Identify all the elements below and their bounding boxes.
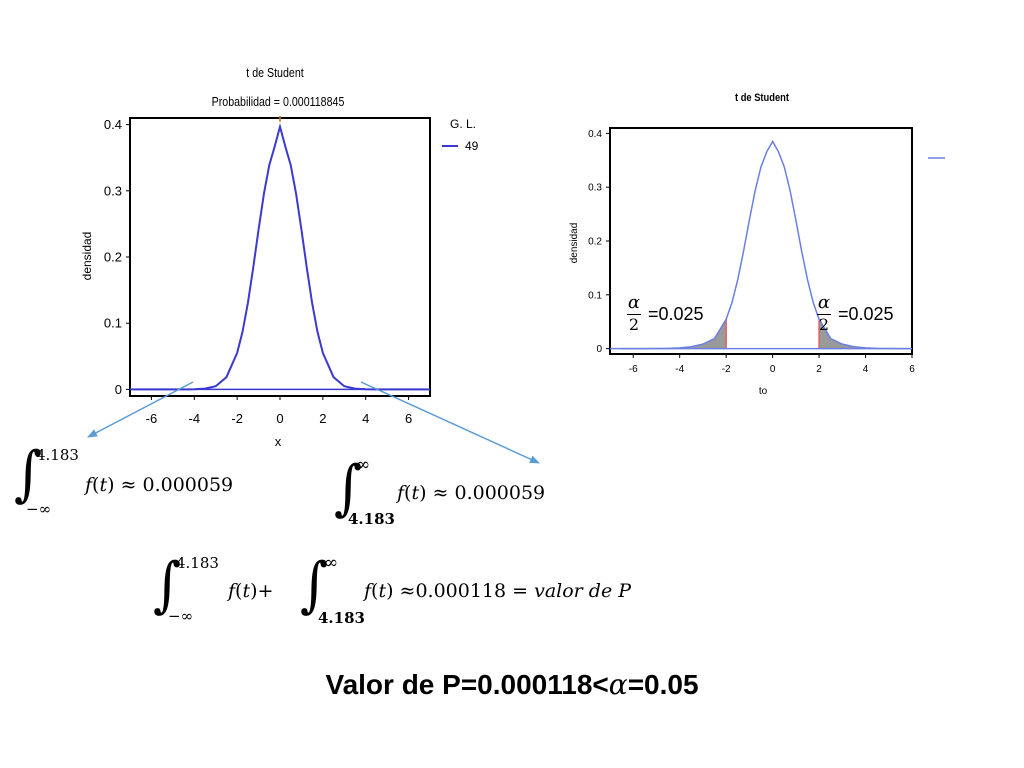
x-tick-label: -2 (231, 411, 243, 426)
y-tick-label: 0.3 (588, 183, 602, 194)
arrow-left-tail (87, 381, 194, 438)
lower-tail-area (621, 319, 727, 349)
conclusion-suffix: =0.05 (627, 669, 699, 700)
integral-lower-limit: 4.183 (348, 510, 395, 528)
integral-lower-limit: −∞ (26, 500, 52, 518)
left-legend-entry: 49 (465, 139, 479, 153)
integral-sign: ∫ (334, 453, 363, 523)
integral-upper-limit: ∞ (356, 455, 371, 475)
equation-left-tail: 𝑓(𝑡) ≈ 0.000059 (85, 474, 234, 496)
left-chart-title: t de Student (246, 65, 304, 80)
conclusion-text: Valor de P=0.000118<𝛼=0.05 (0, 668, 1024, 701)
alpha-half-value-right: =0.025 (838, 304, 894, 324)
y-tick-label: 0 (596, 344, 602, 355)
upper-tail-area (819, 319, 912, 349)
fraction-bar (817, 314, 831, 315)
left-chart-subtitle: Probabilidad = 0.000118845 (212, 94, 345, 109)
integral-upper-limit: 4.183 (36, 446, 79, 464)
integral-lower-limit: 4.183 (318, 609, 365, 627)
right-x-axis-label: to (759, 386, 768, 397)
density-curve (621, 139, 913, 350)
left-legend-title: G. L. (450, 117, 476, 131)
integral-sign: ∫ (14, 439, 43, 509)
integral-upper-limit: ∞ (324, 553, 339, 573)
equation-sum-part1: 𝑓(𝑡)+ (228, 580, 274, 602)
equation-sum-part2: 𝑓(𝑡) ≈0.000118 = 𝑣𝑎𝑙𝑜𝑟 𝑑𝑒 𝑃 (364, 580, 632, 602)
x-tick-label: 4 (863, 364, 869, 375)
x-tick-label: -2 (722, 364, 731, 375)
density-curve (130, 122, 430, 391)
x-tick-label: 4 (362, 411, 369, 426)
y-tick-label: 0.4 (104, 117, 122, 132)
x-tick-label: 6 (405, 411, 412, 426)
y-tick-label: 0.2 (104, 250, 122, 265)
right-chart-title: t de Student (735, 92, 789, 104)
conclusion-prefix: Valor de P=0.000118< (325, 669, 609, 700)
left-y-axis-label: densidad (80, 232, 94, 281)
fraction-denominator: 2 (818, 315, 830, 334)
y-tick-label: 0.1 (104, 316, 122, 331)
right-y-axis-label: densidad (569, 223, 580, 264)
y-tick-label: 0.4 (588, 129, 602, 140)
alpha-symbol: 𝛼 (817, 292, 831, 313)
integral-lower-limit: −∞ (168, 607, 194, 625)
alpha-half-fraction-left: 𝛼 2 (627, 293, 641, 334)
x-tick-label: 0 (276, 411, 283, 426)
x-tick-label: -6 (146, 411, 158, 426)
x-tick-label: -6 (629, 364, 638, 375)
arrow-right-tail (360, 381, 540, 464)
y-tick-label: 0.2 (588, 237, 602, 248)
x-tick-label: 2 (816, 364, 822, 375)
alpha-symbol: 𝛼 (627, 292, 641, 313)
alpha-symbol: 𝛼 (608, 668, 628, 701)
x-tick-label: 2 (319, 411, 326, 426)
x-tick-label: 0 (770, 364, 776, 375)
integral-sign: ∫ (153, 550, 182, 620)
x-tick-label: 6 (909, 364, 915, 375)
equation-right-tail: 𝑓(𝑡) ≈ 0.000059 (397, 482, 546, 504)
integral-sign: ∫ (300, 550, 329, 620)
left-x-axis-label: x (275, 434, 282, 449)
fraction-denominator: 2 (628, 315, 640, 334)
x-tick-label: -4 (189, 411, 201, 426)
x-tick-label: -4 (675, 364, 684, 375)
alpha-half-value-left: =0.025 (648, 304, 704, 324)
alpha-half-fraction-right: 𝛼 2 (817, 293, 831, 334)
fraction-bar (627, 314, 641, 315)
y-tick-label: 0.1 (588, 290, 602, 301)
integral-upper-limit: 4.183 (176, 554, 219, 572)
y-tick-label: 0 (115, 382, 122, 397)
y-tick-label: 0.3 (104, 183, 122, 198)
